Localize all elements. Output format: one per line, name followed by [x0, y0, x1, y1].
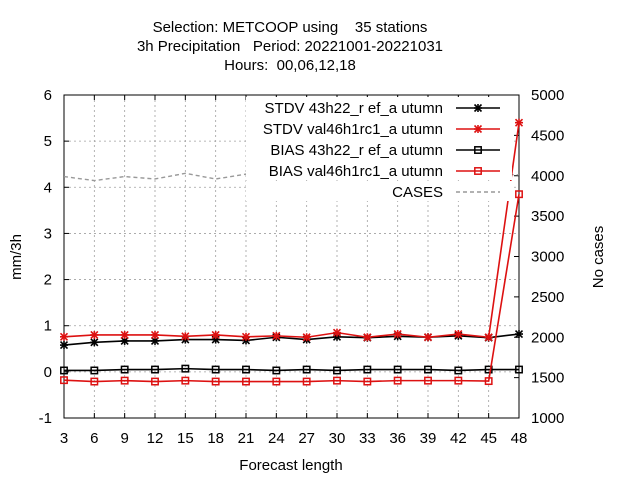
data-point: [90, 366, 99, 375]
y2-axis-label: No cases: [590, 226, 607, 289]
data-point: [90, 377, 99, 386]
x-tick-label: 42: [450, 430, 467, 447]
data-point: [151, 377, 159, 386]
data-point: [454, 376, 463, 385]
chart-title-line-3: Hours: 00,06,12,18: [224, 57, 356, 74]
legend-bg: [246, 181, 512, 201]
x-axis-label: Forecast length: [239, 457, 342, 474]
y-axis-ticks: -1 0 1 2 3 4 5 6: [39, 87, 69, 427]
legend-label: STDV val46h1rc1_a utumn: [263, 121, 443, 138]
y-tick-label: 3: [44, 225, 52, 242]
data-point: [333, 376, 341, 385]
data-point: [211, 377, 220, 386]
y2-axis-ticks: 1000 1500 2000 2500 3000 3500 4000 4500 5000: [514, 87, 564, 427]
x-tick-label: 24: [268, 430, 285, 447]
data-point: [424, 365, 432, 374]
y2-tick-label: 1500: [531, 370, 564, 387]
x-tick-label: 12: [147, 430, 164, 447]
x-axis-ticks: 3 6 9 12 15 18 21 24 27 30 33 36 39 42 45 48: [60, 95, 528, 447]
series-line: [63, 333, 520, 346]
data-point: [424, 376, 432, 385]
data-point: [363, 377, 372, 386]
x-tick-label: 3: [60, 430, 68, 447]
x-tick-label: 45: [480, 430, 497, 447]
data-point: [454, 366, 463, 375]
x-tick-label: 21: [238, 430, 255, 447]
data-point: [515, 365, 523, 374]
y-tick-label: 1: [44, 318, 52, 335]
x-tick-label: 48: [511, 430, 528, 447]
legend-bg: [246, 97, 512, 117]
x-tick-label: 33: [359, 430, 376, 447]
legend-bg: [246, 118, 512, 138]
y2-tick-label: 4500: [531, 127, 564, 144]
data-point: [242, 365, 250, 374]
y-tick-label: 5: [44, 133, 52, 150]
series-3: [60, 190, 523, 386]
y-tick-label: 0: [44, 364, 52, 381]
data-point: [474, 146, 482, 154]
data-point: [484, 365, 493, 374]
data-point: [393, 365, 402, 374]
y-tick-label: 6: [44, 87, 52, 104]
chart-title-line-1: Selection: METCOOP using 35 stations: [153, 19, 428, 36]
y2-tick-label: 5000: [531, 87, 564, 104]
y2-tick-label: 2000: [531, 329, 564, 346]
y2-tick-label: 2500: [531, 289, 564, 306]
data-point: [363, 365, 372, 374]
data-point: [151, 365, 159, 374]
legend-label: STDV 43h22_r ef_a utumn: [265, 100, 443, 117]
legend-bg: [246, 139, 512, 159]
x-tick-label: 36: [389, 430, 406, 447]
data-point: [60, 366, 68, 375]
data-point: [181, 364, 190, 373]
data-point: [120, 365, 129, 374]
data-point: [515, 190, 523, 199]
data-point: [242, 377, 250, 386]
series-1: [59, 118, 524, 342]
legend-label: BIAS 43h22_r ef_a utumn: [270, 142, 443, 159]
data-point: [393, 376, 402, 385]
x-tick-label: 9: [120, 430, 128, 447]
y2-tick-label: 4000: [531, 168, 564, 185]
data-point: [272, 366, 281, 375]
data-point: [484, 377, 493, 386]
data-point: [120, 376, 129, 385]
series-0: [59, 329, 524, 350]
data-point: [474, 167, 482, 175]
legend-label: CASES: [392, 184, 443, 201]
data-point: [60, 376, 68, 385]
legend-bg: [246, 160, 512, 180]
y-tick-label: -1: [39, 410, 52, 427]
series-line: [64, 367, 519, 372]
y2-tick-label: 1000: [531, 410, 564, 427]
grid: [64, 95, 519, 418]
y-axis-label: mm/3h: [8, 234, 25, 280]
x-tick-label: 15: [177, 430, 194, 447]
y2-tick-label: 3500: [531, 208, 564, 225]
x-tick-label: 39: [420, 430, 437, 447]
x-tick-label: 18: [207, 430, 224, 447]
x-tick-label: 27: [298, 430, 315, 447]
data-point: [302, 377, 311, 386]
legend: STDV 43h22_r ef_a utumn STDV val46h1rc1_a…: [246, 97, 512, 201]
data-point: [302, 365, 311, 374]
series-line: [63, 122, 520, 339]
data-point: [211, 365, 220, 374]
series-2: [60, 364, 523, 375]
chart-title-line-2: 3h Precipitation Period: 20221001-202210…: [137, 38, 443, 55]
y-tick-label: 2: [44, 272, 52, 289]
data-point: [333, 366, 341, 375]
data-point: [181, 376, 190, 385]
y-tick-label: 4: [44, 179, 52, 196]
x-tick-label: 30: [329, 430, 346, 447]
x-tick-label: 6: [90, 430, 98, 447]
data-point: [272, 377, 281, 386]
legend-label: BIAS val46h1rc1_a utumn: [269, 163, 443, 180]
y2-tick-label: 3000: [531, 249, 564, 266]
series-line: [63, 194, 520, 383]
